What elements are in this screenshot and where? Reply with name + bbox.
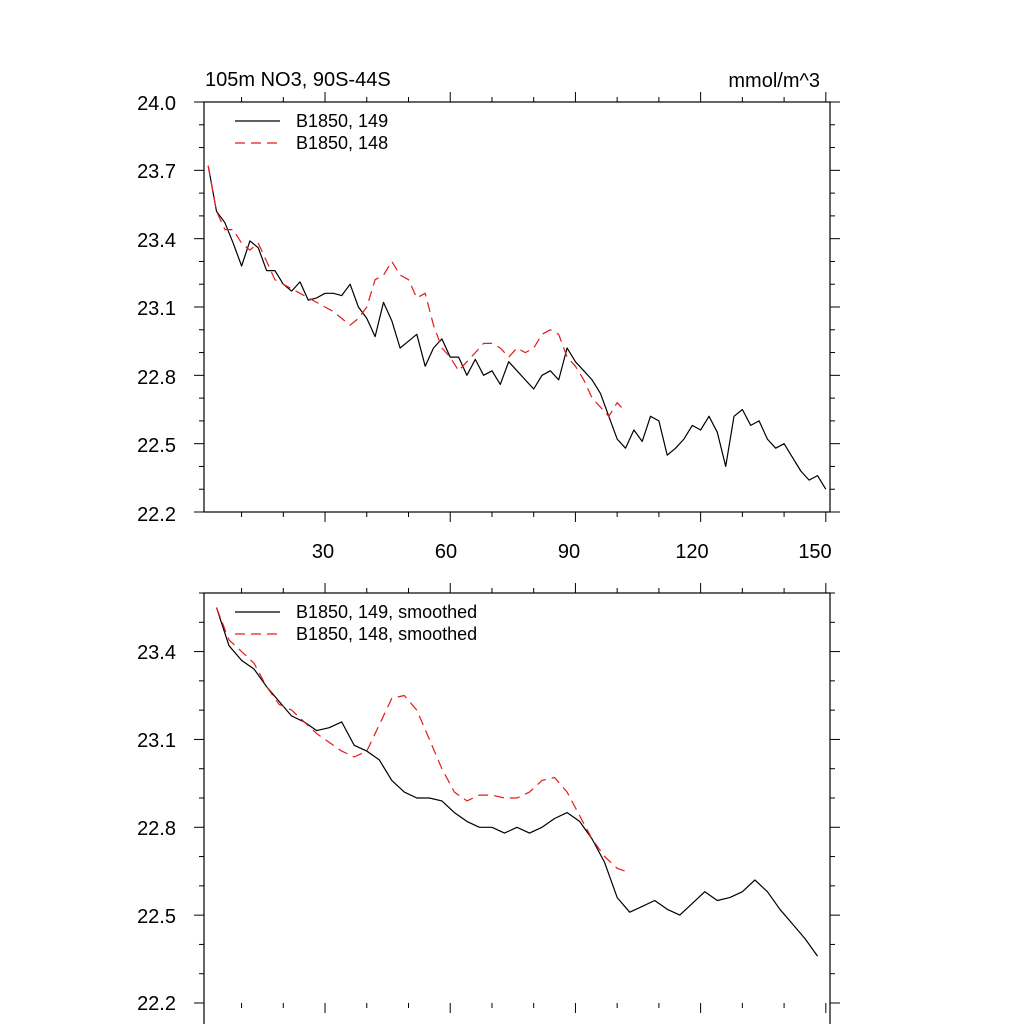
legend-label-149-smoothed: B1850, 149, smoothed	[296, 602, 477, 622]
legend-label-149: B1850, 149	[296, 111, 388, 131]
y-tick-label: 22.8	[137, 818, 176, 840]
x-tick-label: 60	[435, 541, 457, 563]
top-x-tick-labels: 30 60 90 120 150	[312, 541, 832, 563]
chart-title: 105m NO3, 90S-44S	[205, 69, 391, 91]
y-tick-label: 22.5	[137, 435, 176, 457]
series-line-148	[207, 165, 626, 417]
y-tick-label: 23.1	[137, 730, 176, 752]
bottom-chart-panel: 23.4 23.1 22.8 22.5 22.2 B1850, 149, smo…	[137, 583, 840, 1024]
y-tick-label: 23.1	[137, 298, 176, 320]
y-tick-label: 23.4	[137, 230, 176, 252]
x-tick-label: 150	[798, 541, 831, 563]
series-line-149	[207, 165, 827, 490]
y-tick-label: 24.0	[137, 93, 176, 115]
y-tick-label: 23.7	[137, 161, 176, 183]
top-series-layer	[207, 165, 827, 490]
top-plot-frame	[203, 101, 831, 513]
series-line-148	[215, 607, 626, 872]
bottom-axis-ticks	[194, 583, 840, 1013]
y-tick-label: 22.2	[137, 504, 176, 526]
bottom-y-tick-labels: 23.4 23.1 22.8 22.5 22.2	[137, 642, 176, 1015]
units-label: mmol/m^3	[728, 70, 820, 92]
y-tick-label: 22.2	[137, 993, 176, 1015]
y-tick-label: 22.5	[137, 906, 176, 928]
top-axis-ticks	[194, 92, 840, 522]
series-line-149	[215, 607, 818, 957]
legend-label-148: B1850, 148	[296, 133, 388, 153]
legend-label-148-smoothed: B1850, 148, smoothed	[296, 624, 477, 644]
bottom-series-layer	[215, 607, 818, 957]
bottom-plot-frame	[203, 592, 831, 1024]
y-tick-label: 23.4	[137, 642, 176, 664]
top-legend: B1850, 149 B1850, 148	[235, 111, 388, 153]
top-y-tick-labels: 24.0 23.7 23.4 23.1 22.8 22.5 22.2	[137, 93, 176, 526]
top-chart-panel: 105m NO3, 90S-44S mmol/m^3 24.0 23.7 23.…	[137, 69, 840, 563]
y-tick-label: 22.8	[137, 367, 176, 389]
bottom-legend: B1850, 149, smoothed B1850, 148, smoothe…	[235, 602, 477, 644]
x-tick-label: 120	[675, 541, 708, 563]
x-tick-label: 30	[312, 541, 334, 563]
x-tick-label: 90	[558, 541, 580, 563]
